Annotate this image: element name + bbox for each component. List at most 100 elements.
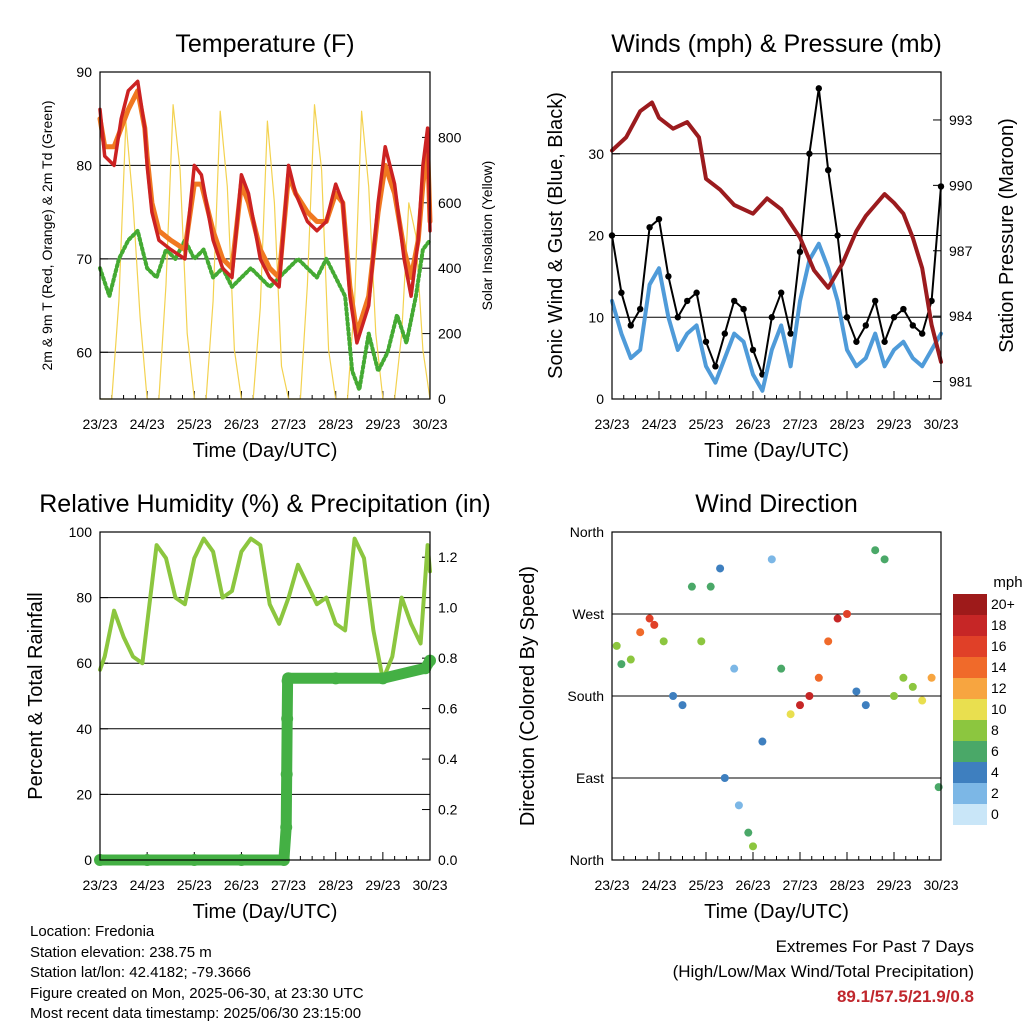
x-tick-label: 28/23	[829, 416, 864, 432]
direction-point	[777, 664, 786, 673]
y-tick-label: 60	[76, 344, 92, 360]
y-tick-label: West	[572, 606, 604, 622]
direction-point	[720, 774, 729, 782]
colorbar-label: 6	[991, 743, 999, 759]
series-total-precipitation	[94, 655, 436, 866]
direction-point	[697, 637, 706, 646]
extremes-summary: Extremes For Past 7 Days (High/Low/Max W…	[673, 934, 974, 1009]
direction-point	[626, 655, 635, 664]
series-solar-insolation	[99, 104, 431, 400]
y-axis-label: Percent & Total Rainfall	[25, 592, 47, 800]
chart-title: Relative Humidity (%) & Precipitation (i…	[39, 490, 491, 518]
direction-point	[617, 660, 626, 669]
y-tick-label: 40	[76, 721, 92, 737]
precip-point	[281, 712, 294, 725]
panel-winds: Winds (mph) & Pressure (mb) 23/23 24/23 25/…	[545, 30, 1018, 462]
series-9m-temperature	[97, 88, 433, 337]
precip-point	[329, 672, 342, 685]
y-tick-label: 20	[76, 786, 92, 802]
direction-point	[861, 701, 870, 710]
y-tick-label: South	[567, 688, 604, 704]
y-axis-label: Direction (Colored By Speed)	[517, 566, 539, 826]
colorbar-swatch	[953, 657, 987, 678]
y2-tick-label: 0.8	[438, 650, 458, 666]
direction-point	[927, 673, 936, 682]
direction-point	[899, 673, 908, 682]
colorbar-swatch	[953, 720, 987, 741]
y-tick-label: 0	[84, 852, 92, 868]
direction-point	[833, 614, 842, 623]
colorbar-swatch	[953, 678, 987, 699]
x-tick-label: 30/23	[412, 416, 447, 432]
direction-point	[716, 564, 725, 573]
x-tick-label: 27/23	[271, 416, 306, 432]
precip-point	[282, 672, 295, 685]
y-tick-label: North	[570, 524, 604, 540]
y2-tick-label: 800	[438, 129, 462, 145]
chart-title: Winds (mph) & Pressure (mb)	[611, 30, 942, 58]
y-axis-label: Sonic Wind & Gust (Blue, Black)	[545, 92, 567, 379]
y-axis-label: 2m & 9m T (Red, Orange) & 2m Td (Green)	[39, 101, 55, 371]
direction-point	[678, 701, 687, 710]
x-tick-label: 24/23	[130, 877, 165, 893]
y-tick-label: 80	[76, 590, 92, 606]
direction-point	[890, 692, 898, 700]
direction-point	[706, 582, 715, 591]
plot-frame	[99, 531, 431, 861]
info-location: Location: Fredonia	[30, 923, 155, 940]
x-tick-label: 24/23	[641, 416, 676, 432]
x-tick-label: 24/23	[641, 877, 676, 893]
direction-point	[814, 673, 823, 682]
y-tick-label: 70	[76, 251, 92, 267]
colorbar-title: mph	[993, 574, 1022, 591]
series-2m-temperature	[98, 79, 432, 345]
x-tick-label: 28/23	[829, 877, 864, 893]
plot-frame	[99, 71, 431, 400]
x-tick-label: 25/23	[177, 416, 212, 432]
info-elevation: Station elevation: 238.75 m	[30, 943, 212, 961]
colorbar-label: 8	[991, 722, 999, 738]
extremes-subtitle: (High/Low/Max Wind/Total Precipitation)	[672, 962, 974, 981]
y2-tick-label: 987	[949, 243, 973, 259]
info-created: Figure created on Mon, 2025-06-30, at 23…	[30, 984, 364, 1002]
panel-wind-direction: Wind Direction 23/23 24/23 25/23 26/23 27/23 2…	[517, 490, 1023, 923]
x-tick-label: 26/23	[735, 877, 770, 893]
x-tick-label: 28/23	[318, 416, 353, 432]
y2-tick-label: 0.6	[438, 701, 458, 717]
direction-point	[843, 610, 851, 618]
x-tick-label: 26/23	[735, 416, 770, 432]
colorbar-swatch	[953, 741, 987, 762]
y2-axis-label: Station Pressure (Maroon)	[996, 118, 1018, 353]
colorbar-swatch	[953, 636, 987, 657]
x-tick-label: 28/23	[318, 877, 353, 893]
series-dewpoint	[98, 228, 432, 392]
y-tick-label: 20	[588, 228, 604, 244]
direction-point	[650, 620, 659, 629]
direction-point	[767, 555, 776, 564]
x-axis-label: Time (Day/UTC)	[704, 901, 849, 923]
panel-temperature: Temperature (F) 23/23 24/23 25/23 26/23 27/23…	[39, 30, 495, 462]
y2-tick-label: 993	[949, 112, 973, 128]
x-tick-label: 25/23	[177, 877, 212, 893]
x-axis-label: Time (Day/UTC)	[704, 440, 849, 462]
direction-point	[918, 696, 927, 705]
y-tick-label: 0	[596, 391, 604, 407]
series-gust	[611, 87, 942, 376]
y2-tick-label: 0.2	[438, 802, 458, 818]
direction-point	[796, 701, 804, 710]
colorbar-label: 0	[991, 806, 999, 822]
y2-tick-label: 1.2	[438, 549, 458, 565]
y2-tick-label: 400	[438, 260, 462, 276]
colorbar-swatch	[953, 594, 987, 615]
direction-point	[687, 582, 696, 591]
plot-frame	[611, 531, 942, 861]
x-tick-label: 27/23	[782, 416, 817, 432]
x-tick-label: 23/23	[82, 877, 117, 893]
y-tick-label: 90	[76, 64, 92, 80]
y-tick-label: 10	[588, 309, 604, 325]
info-latlon: Station lat/lon: 42.4182; -79.3666	[30, 964, 252, 981]
y2-tick-label: 990	[949, 177, 973, 193]
colorbar-swatch	[953, 699, 987, 720]
x-tick-label: 26/23	[224, 416, 259, 432]
x-tick-label: 27/23	[271, 877, 306, 893]
